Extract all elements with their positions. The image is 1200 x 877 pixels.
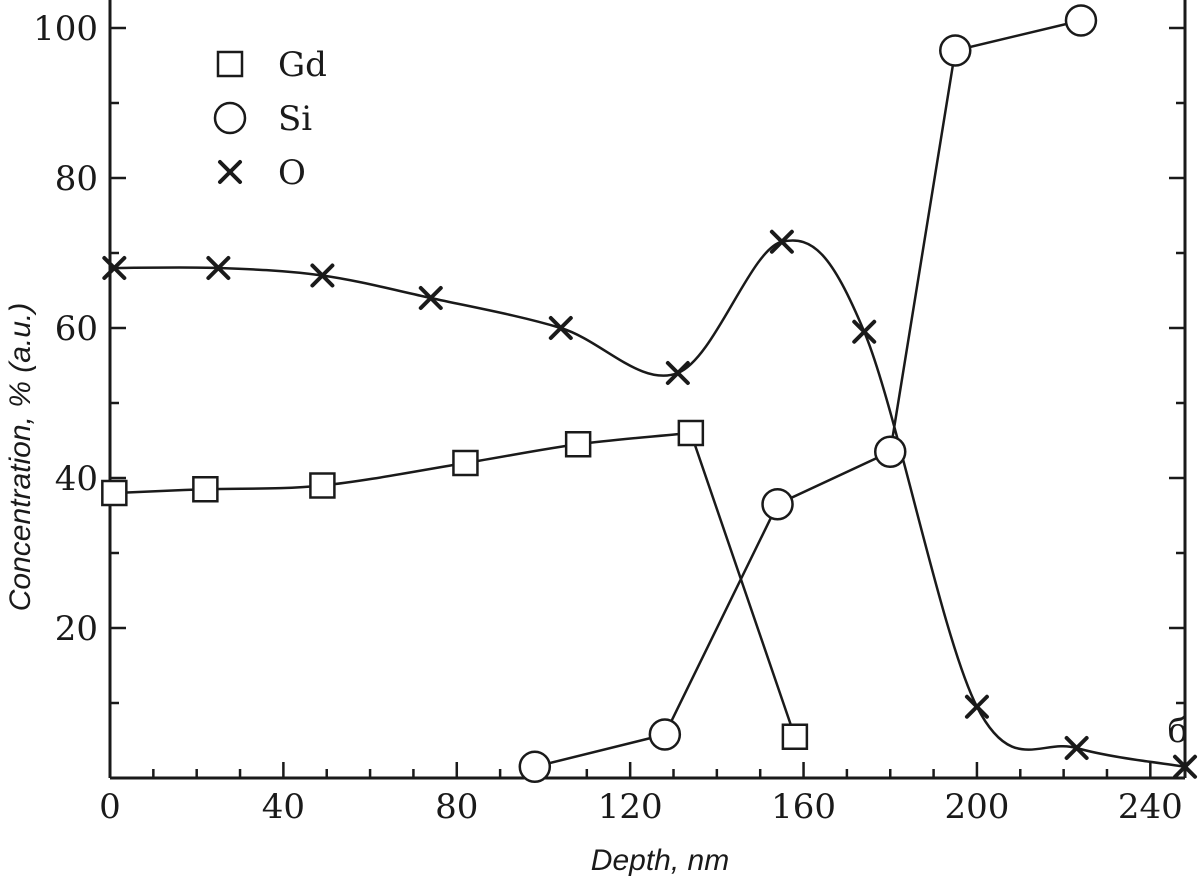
x-axis-title: Depth, nm	[591, 844, 729, 877]
legend-label-si: Si	[278, 99, 312, 139]
legend-marker-si	[213, 101, 247, 135]
point-si	[518, 750, 552, 783]
x-tick-label: 120	[598, 787, 663, 827]
cross-stroke	[852, 319, 877, 344]
cross-stroke	[102, 256, 127, 280]
panel-label: б	[1168, 711, 1188, 751]
point-gd	[452, 449, 479, 477]
series-line-si	[534, 19, 1082, 768]
point-o	[964, 694, 989, 719]
point-o	[1173, 754, 1197, 779]
cross-stroke	[218, 160, 242, 184]
point-gd	[564, 431, 592, 458]
point-gd	[192, 476, 219, 503]
y-tick-label: 40	[55, 459, 98, 499]
point-si	[761, 488, 794, 521]
cross-stroke	[310, 263, 335, 288]
x-tick-label: 160	[771, 787, 836, 827]
series-layer	[114, 19, 1186, 768]
x-tick-label: 200	[944, 787, 1009, 827]
point-gd	[309, 472, 336, 499]
cross-stroke	[769, 229, 794, 254]
x-tick-label: 0	[99, 787, 121, 827]
point-gd	[101, 479, 128, 507]
y-axis-title: Concentration, % (a.u.)	[4, 303, 37, 611]
point-si	[1064, 4, 1098, 37]
point-o	[1064, 736, 1089, 760]
x-tick-label: 80	[435, 787, 478, 827]
legend-marker-gd	[216, 50, 244, 78]
y-tick-label: 80	[55, 159, 98, 199]
x-tick-label: 40	[262, 787, 305, 827]
point-si	[873, 435, 907, 468]
point-gd	[781, 723, 809, 750]
point-gd	[677, 419, 705, 447]
point-o	[206, 256, 231, 280]
cross-stroke	[665, 361, 690, 385]
axes-layer: 0 40 80 120 160 200 240 20 40 60 80 100	[33, 0, 1187, 827]
point-o	[769, 229, 794, 254]
legend-label-gd: Gd	[278, 45, 327, 85]
cross-stroke	[1173, 754, 1197, 779]
y-tick-label: 60	[55, 309, 98, 349]
y-tick-label: 100	[33, 9, 98, 49]
point-si	[648, 718, 682, 751]
point-o	[548, 316, 573, 340]
legend-marker-o	[218, 160, 242, 184]
legend: Gd Si O	[213, 45, 327, 193]
y-tick-label: 20	[55, 609, 98, 649]
point-o	[852, 319, 877, 344]
cross-stroke	[1064, 736, 1089, 760]
point-o	[418, 286, 443, 310]
point-o	[310, 263, 335, 288]
cross-stroke	[418, 286, 443, 310]
cross-stroke	[964, 694, 989, 719]
marker-layer	[101, 4, 1197, 783]
cross-stroke	[548, 316, 573, 340]
point-o	[665, 361, 690, 385]
series-line-o	[114, 239, 1186, 768]
point-si	[939, 34, 972, 67]
x-tick-label: 240	[1118, 787, 1183, 827]
legend-label-o: O	[278, 153, 306, 193]
cross-stroke	[206, 256, 231, 280]
point-o	[102, 256, 127, 280]
